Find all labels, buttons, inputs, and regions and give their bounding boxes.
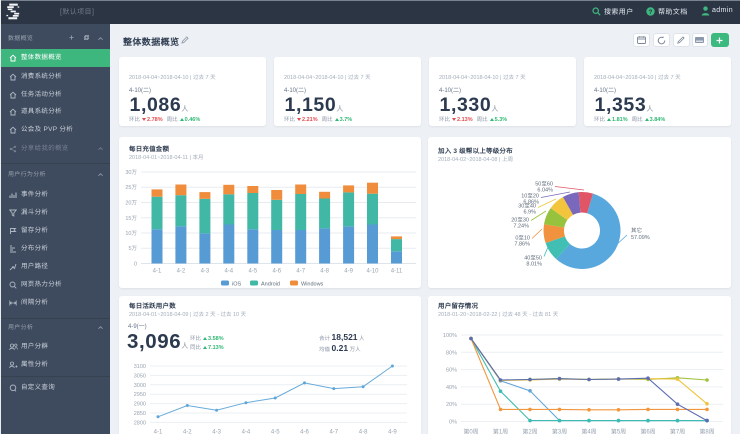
svg-text:2950: 2950 <box>134 392 146 398</box>
svg-text:4-7: 4-7 <box>296 269 305 275</box>
svg-text:4-10: 4-10 <box>366 269 379 275</box>
svg-text:15万: 15万 <box>125 215 137 222</box>
svg-text:第1周: 第1周 <box>493 428 508 434</box>
svg-text:iOS: iOS <box>232 282 242 288</box>
svg-text:10至20: 10至20 <box>521 193 539 200</box>
svg-text:4-6: 4-6 <box>272 269 281 275</box>
svg-text:5万: 5万 <box>128 245 137 252</box>
svg-text:Windows: Windows <box>301 282 324 288</box>
svg-text:6.86%: 6.86% <box>523 200 539 206</box>
svg-text:2900: 2900 <box>134 402 146 408</box>
svg-text:4-8: 4-8 <box>320 269 329 275</box>
svg-text:4-4: 4-4 <box>224 269 233 275</box>
svg-text:4-2: 4-2 <box>183 430 192 434</box>
svg-text:6.9%: 6.9% <box>523 210 536 216</box>
svg-text:4-7: 4-7 <box>329 430 338 434</box>
svg-text:20万: 20万 <box>125 200 137 207</box>
svg-text:第2周: 第2周 <box>522 428 537 434</box>
svg-text:8.01%: 8.01% <box>526 262 542 268</box>
svg-text:第3周: 第3周 <box>552 428 567 434</box>
svg-text:第4周: 第4周 <box>581 428 596 434</box>
svg-text:3100: 3100 <box>134 364 146 370</box>
svg-text:第8周: 第8周 <box>699 428 714 434</box>
svg-text:0至10: 0至10 <box>515 235 530 242</box>
svg-text:4-5: 4-5 <box>248 269 257 275</box>
svg-text:第5周: 第5周 <box>611 428 626 434</box>
svg-text:40至50: 40至50 <box>524 255 542 262</box>
svg-text:0: 0 <box>134 262 137 268</box>
svg-text:4-2: 4-2 <box>177 269 186 275</box>
svg-text:Android: Android <box>261 282 280 288</box>
svg-text:4-1: 4-1 <box>154 430 163 434</box>
svg-text:100%: 100% <box>443 333 457 339</box>
svg-text:4-3: 4-3 <box>201 269 210 275</box>
svg-text:20至30: 20至30 <box>511 217 529 224</box>
svg-text:4-4: 4-4 <box>242 430 251 434</box>
svg-text:7.24%: 7.24% <box>513 224 529 230</box>
svg-text:4-1: 4-1 <box>153 269 162 275</box>
svg-text:30万: 30万 <box>125 169 137 176</box>
svg-text:4-3: 4-3 <box>212 430 221 434</box>
svg-text:4-6: 4-6 <box>300 430 309 434</box>
svg-text:20%: 20% <box>446 402 457 408</box>
svg-text:2800: 2800 <box>134 420 146 426</box>
svg-text:?: ? <box>649 8 653 15</box>
svg-text:3050: 3050 <box>134 373 146 379</box>
svg-text:第7周: 第7周 <box>670 428 685 434</box>
svg-text:6.04%: 6.04% <box>537 188 553 194</box>
svg-text:10万: 10万 <box>125 230 137 237</box>
svg-text:其它: 其它 <box>631 227 642 234</box>
svg-text:4-8: 4-8 <box>359 430 368 434</box>
svg-text:0%: 0% <box>449 420 457 426</box>
svg-text:30至40: 30至40 <box>518 203 536 210</box>
svg-text:57.09%: 57.09% <box>631 235 650 241</box>
svg-text:25万: 25万 <box>125 184 137 191</box>
svg-text:40%: 40% <box>446 385 457 391</box>
svg-text:第6周: 第6周 <box>640 428 655 434</box>
svg-text:60%: 60% <box>446 368 457 374</box>
svg-text:3000: 3000 <box>134 383 146 389</box>
svg-text:80%: 80% <box>446 350 457 356</box>
svg-text:4-11: 4-11 <box>391 269 403 275</box>
svg-text:4-9: 4-9 <box>388 430 397 434</box>
svg-text:4-9: 4-9 <box>344 269 353 275</box>
svg-text:4-5: 4-5 <box>271 430 280 434</box>
svg-text:7.86%: 7.86% <box>514 242 530 248</box>
svg-text:50至60: 50至60 <box>535 181 553 188</box>
svg-text:第0周: 第0周 <box>463 428 478 434</box>
svg-text:2850: 2850 <box>134 411 146 417</box>
